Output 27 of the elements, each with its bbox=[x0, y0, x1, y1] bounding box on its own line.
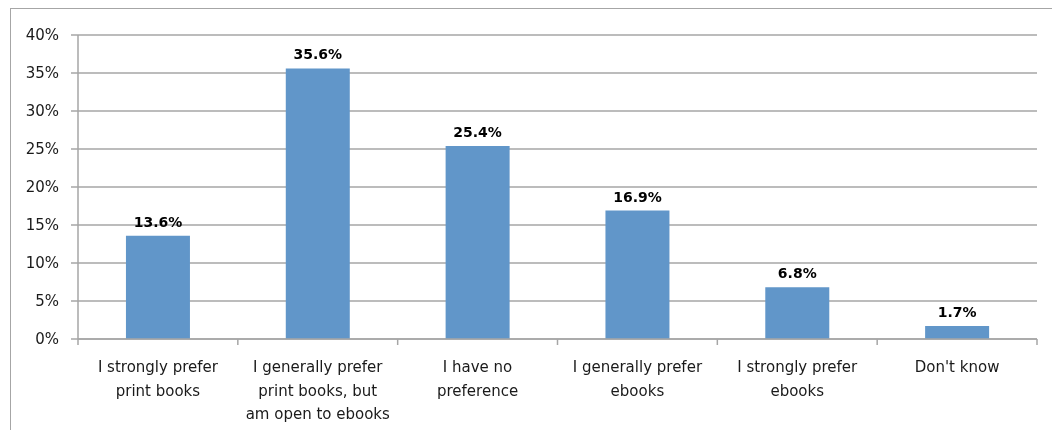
x-tick-label: I generally prefer print books, but am open to ebooks bbox=[245, 358, 391, 423]
y-tick-label: 35% bbox=[25, 64, 59, 83]
y-tick-label: 30% bbox=[25, 102, 59, 121]
bar bbox=[125, 235, 190, 339]
x-tick-label: I have no preference bbox=[437, 358, 519, 400]
y-tick-label: 0% bbox=[35, 330, 59, 349]
y-tick-label: 15% bbox=[25, 216, 59, 235]
x-tick-label: I strongly prefer ebooks bbox=[737, 358, 859, 400]
bar bbox=[605, 210, 670, 339]
data-label: 16.9% bbox=[613, 188, 662, 205]
y-tick-label: 40% bbox=[25, 26, 59, 45]
bar bbox=[765, 287, 830, 339]
x-tick-label: Don't know bbox=[914, 358, 1000, 376]
data-label: 35.6% bbox=[293, 46, 343, 63]
y-tick-label: 5% bbox=[35, 292, 59, 311]
y-tick-label: 10% bbox=[25, 254, 59, 273]
bar bbox=[925, 326, 990, 339]
data-label: 1.7% bbox=[937, 304, 977, 321]
x-tick-label: I strongly prefer print books bbox=[97, 358, 219, 400]
y-tick-label: 20% bbox=[25, 178, 59, 197]
x-tick-label: I generally prefer ebooks bbox=[572, 358, 703, 400]
bar bbox=[445, 145, 510, 339]
y-tick-label: 25% bbox=[25, 140, 59, 159]
bar bbox=[285, 68, 350, 339]
data-label: 25.4% bbox=[453, 123, 502, 140]
data-label: 13.6% bbox=[133, 213, 183, 230]
data-label: 6.8% bbox=[777, 265, 817, 282]
